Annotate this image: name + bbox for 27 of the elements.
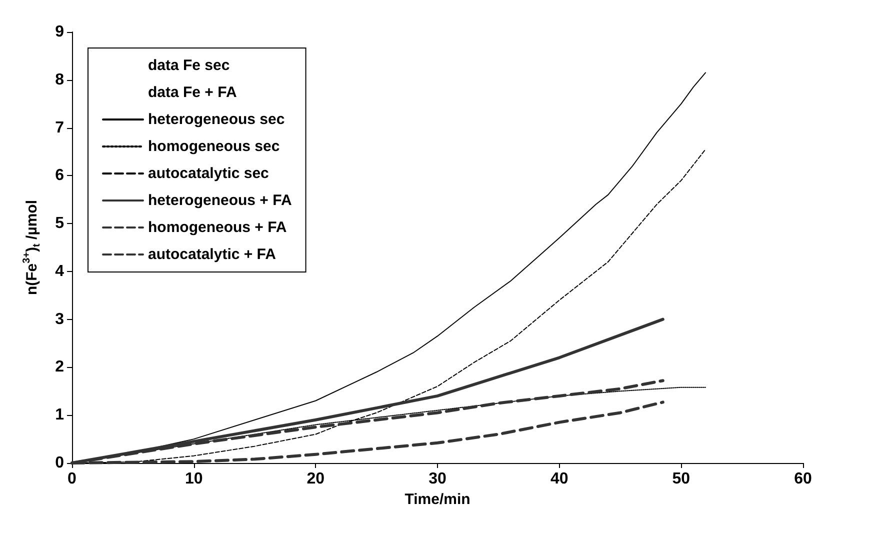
legend-label: heterogeneous sec (148, 111, 285, 128)
y-tick-label: 5 (55, 215, 64, 232)
y-tick-label: 4 (55, 262, 64, 280)
legend-label: autocatalytic sec (148, 165, 269, 182)
x-tick-label: 10 (184, 470, 203, 488)
x-tick-label: 30 (428, 470, 446, 488)
x-tick-label: 50 (672, 470, 690, 488)
x-axis-title: Time/min (404, 490, 470, 508)
legend-label: homogeneous + FA (148, 219, 287, 236)
x-tick-label: 20 (306, 470, 325, 488)
x-tick-label: 0 (68, 470, 77, 488)
y-tick-label: 3 (55, 310, 64, 328)
y-tick-label: 9 (55, 24, 64, 40)
y-tick-label: 0 (55, 454, 64, 472)
y-tick-label: 2 (55, 358, 64, 376)
x-tick-label: 60 (794, 470, 812, 488)
y-tick-label: 6 (55, 167, 64, 184)
x-tick-label: 40 (550, 470, 568, 488)
legend-label: homogeneous sec (148, 138, 280, 155)
y-tick-label: 7 (55, 119, 64, 136)
legend-label: heterogeneous + FA (148, 192, 292, 209)
y-axis-title: n(Fe3+)t /µmol (22, 200, 42, 296)
text: data Fe + FA (148, 84, 237, 101)
y-tick-label: 8 (55, 71, 64, 88)
y-tick-label: 1 (55, 406, 64, 424)
text: data Fe sec (148, 57, 230, 74)
legend-label: autocatalytic + FA (148, 246, 276, 263)
